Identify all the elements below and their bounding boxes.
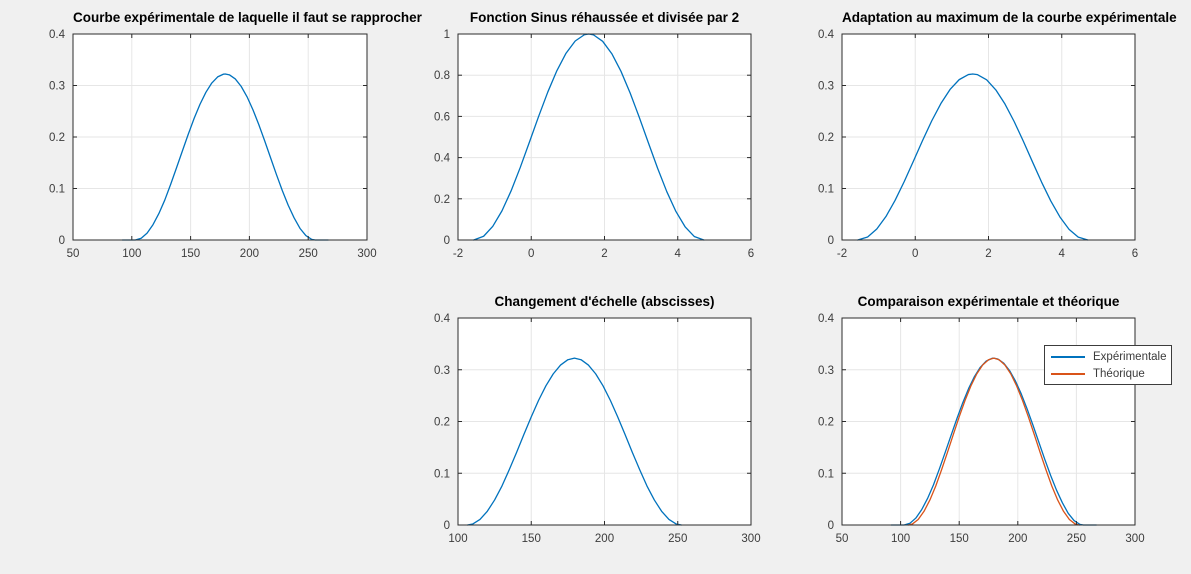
x-tick-label: 150 [950,533,969,545]
y-tick-label: 0 [444,235,450,247]
plot-canvas-adaptation-maximum: -2 0 2 4 600.10.20.30.4 [818,29,1138,260]
y-tick-label: 0.4 [818,29,835,41]
y-tick-label: 0.2 [818,417,834,429]
y-tick-label: 0.6 [434,111,450,123]
x-tick-label: 300 [357,248,376,260]
plot-canvas-comparaison: 50 100 150 200 250 300 0 0.1 0.2 0.3 0.4 [818,313,1145,545]
y-tick-label: 0.3 [818,365,834,377]
y-tick-label: 0.4 [49,29,66,41]
x-tick-label: 50 [67,248,80,260]
curve-sinus_scaled [857,73,1089,241]
y-tick-label: 0.2 [49,132,65,144]
x-tick-label: 300 [741,533,760,545]
y-tick-label: 0.2 [434,194,450,206]
subplot-title-comparaison: Comparaison expérimentale et théorique [857,294,1120,309]
y-tick-label: 0.8 [434,70,450,82]
legend-label-experimentale: Expérimentale [1093,350,1167,363]
x-tick-label: 100 [122,248,141,260]
x-tick-label: 4 [1059,248,1066,260]
legend-item-experimentale: Expérimentale [1045,348,1171,365]
subplot-title-changement-echelle: Changement d'échelle (abscisses) [494,294,715,309]
subplot-title-fonction-sinus: Fonction Sinus réhaussée et divisée par … [469,10,740,25]
x-tick-label: 6 [1132,248,1138,260]
x-tick-label: 2 [985,248,991,260]
y-tick-label: 0.2 [818,132,834,144]
x-tick-label: 250 [299,248,318,260]
x-tick-label: 150 [181,248,200,260]
x-tick-label: -2 [453,248,463,260]
x-tick-label: 200 [240,248,259,260]
y-tick-label: 0.1 [818,468,834,480]
y-tick-label: 1 [444,29,450,41]
plot-canvas-changement-echelle: 100 150 200 250 300 0 0.1 0.2 0.3 0.4 [434,313,761,545]
subplot-title-courbe-experimentale: Courbe expérimentale de laquelle il faut… [73,10,422,25]
y-tick-label: 0 [828,520,834,532]
y-tick-label: 0.3 [434,365,450,377]
y-tick-label: 0.4 [434,153,451,165]
y-tick-label: 0.3 [49,81,65,93]
legend-label-theorique: Théorique [1093,367,1145,380]
x-tick-label: 0 [528,248,534,260]
x-tick-label: 250 [668,533,687,545]
y-tick-label: 0.4 [434,313,451,325]
subplot-title-adaptation-maximum: Adaptation au maximum de la courbe expér… [842,10,1177,25]
y-tick-label: 0.1 [49,184,65,196]
y-tick-label: 0.2 [434,417,450,429]
plot-canvas-fonction-sinus: -2 0 2 4 600.20.40.60.81 [434,29,754,260]
legend-box: Expérimentale Théorique [1044,345,1172,385]
legend-line-theorique-icon [1051,372,1085,375]
curve-theorique [466,357,683,526]
x-tick-label: 4 [675,248,682,260]
x-tick-label: 200 [595,533,614,545]
x-tick-label: 250 [1067,533,1086,545]
x-tick-label: 100 [448,533,467,545]
x-tick-label: 6 [748,248,754,260]
x-tick-label: 50 [836,533,849,545]
curve-theorique [907,357,1080,526]
x-tick-label: 150 [522,533,541,545]
y-tick-label: 0.3 [818,81,834,93]
legend-line-experimentale-icon [1051,355,1085,358]
y-tick-label: 0 [444,520,450,532]
y-tick-label: 0.4 [818,313,835,325]
x-tick-label: 0 [912,248,918,260]
y-tick-label: 0.1 [434,468,450,480]
x-tick-label: 100 [891,533,910,545]
x-tick-label: 200 [1008,533,1027,545]
y-tick-label: 0 [828,235,834,247]
legend-item-theorique: Théorique [1045,365,1171,382]
y-tick-label: 0.1 [818,184,834,196]
y-tick-label: 0 [59,235,65,247]
x-tick-label: 300 [1125,533,1144,545]
plot-canvas-courbe-experimentale: 50 100 150 200 250 300 0 0.1 0.2 0.3 0.4 [49,29,377,260]
curve-experimental [121,73,329,241]
x-tick-label: -2 [837,248,847,260]
x-tick-label: 2 [601,248,607,260]
